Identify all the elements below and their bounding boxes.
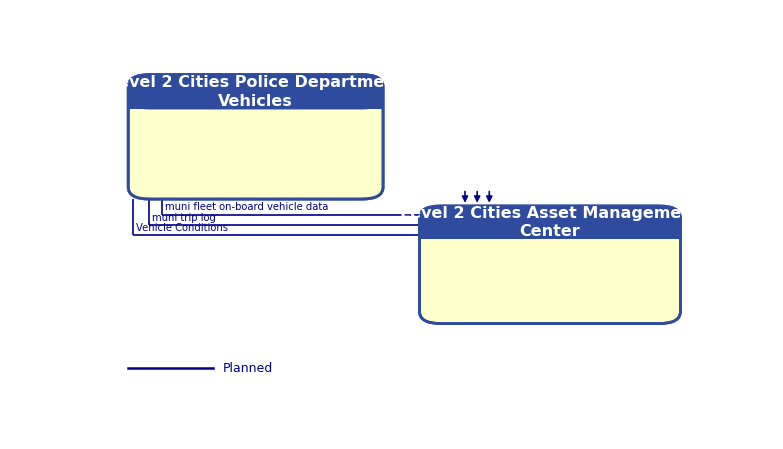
- Bar: [128, 90, 383, 110]
- Text: Planned: Planned: [222, 362, 272, 375]
- FancyBboxPatch shape: [420, 206, 680, 324]
- Text: muni fleet on-board vehicle data: muni fleet on-board vehicle data: [164, 202, 328, 212]
- Text: Level 2 Cities Asset Management
Center: Level 2 Cities Asset Management Center: [399, 206, 700, 239]
- Text: muni trip log: muni trip log: [153, 212, 216, 223]
- Text: Vehicle Conditions: Vehicle Conditions: [136, 223, 228, 233]
- Bar: [420, 221, 680, 239]
- FancyBboxPatch shape: [128, 75, 383, 110]
- FancyBboxPatch shape: [128, 75, 383, 199]
- Text: Level 2 Cities Police Department
Vehicles: Level 2 Cities Police Department Vehicle…: [108, 75, 403, 109]
- FancyBboxPatch shape: [420, 206, 680, 239]
